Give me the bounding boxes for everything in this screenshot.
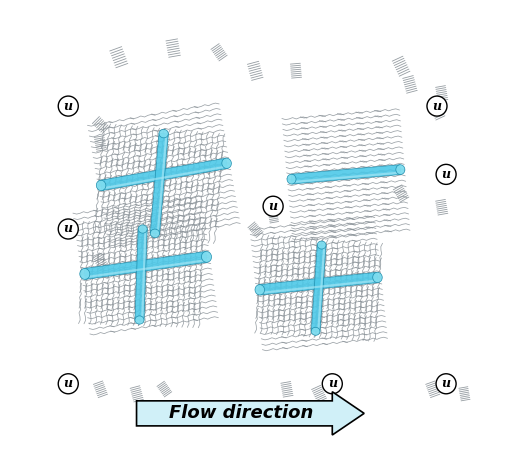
Ellipse shape (202, 251, 212, 262)
Text: u: u (64, 223, 73, 235)
Text: u: u (441, 168, 451, 181)
Ellipse shape (222, 158, 231, 169)
Ellipse shape (311, 327, 320, 335)
Text: u: u (64, 377, 73, 390)
Ellipse shape (373, 272, 382, 283)
Text: u: u (64, 99, 73, 113)
Circle shape (436, 374, 456, 394)
Ellipse shape (150, 229, 159, 238)
Text: u: u (441, 377, 451, 390)
Ellipse shape (159, 129, 168, 138)
Polygon shape (84, 251, 208, 279)
Ellipse shape (396, 165, 405, 174)
Circle shape (427, 96, 447, 116)
Circle shape (58, 374, 78, 394)
Ellipse shape (255, 284, 265, 295)
Polygon shape (259, 272, 378, 295)
Circle shape (263, 196, 283, 216)
Ellipse shape (317, 241, 326, 249)
Polygon shape (150, 133, 168, 234)
Ellipse shape (138, 225, 147, 233)
Polygon shape (100, 158, 228, 191)
Ellipse shape (287, 174, 296, 184)
Polygon shape (311, 245, 326, 332)
Text: u: u (432, 99, 441, 113)
Ellipse shape (135, 316, 144, 324)
Polygon shape (135, 229, 147, 320)
Ellipse shape (96, 180, 106, 191)
Circle shape (322, 374, 342, 394)
Ellipse shape (80, 268, 90, 279)
Text: u: u (269, 200, 278, 213)
Polygon shape (291, 165, 401, 184)
Circle shape (436, 164, 456, 185)
Text: Flow direction: Flow direction (169, 404, 314, 422)
Text: u: u (328, 377, 337, 390)
Circle shape (58, 96, 78, 116)
Circle shape (58, 219, 78, 239)
FancyArrow shape (137, 392, 364, 435)
